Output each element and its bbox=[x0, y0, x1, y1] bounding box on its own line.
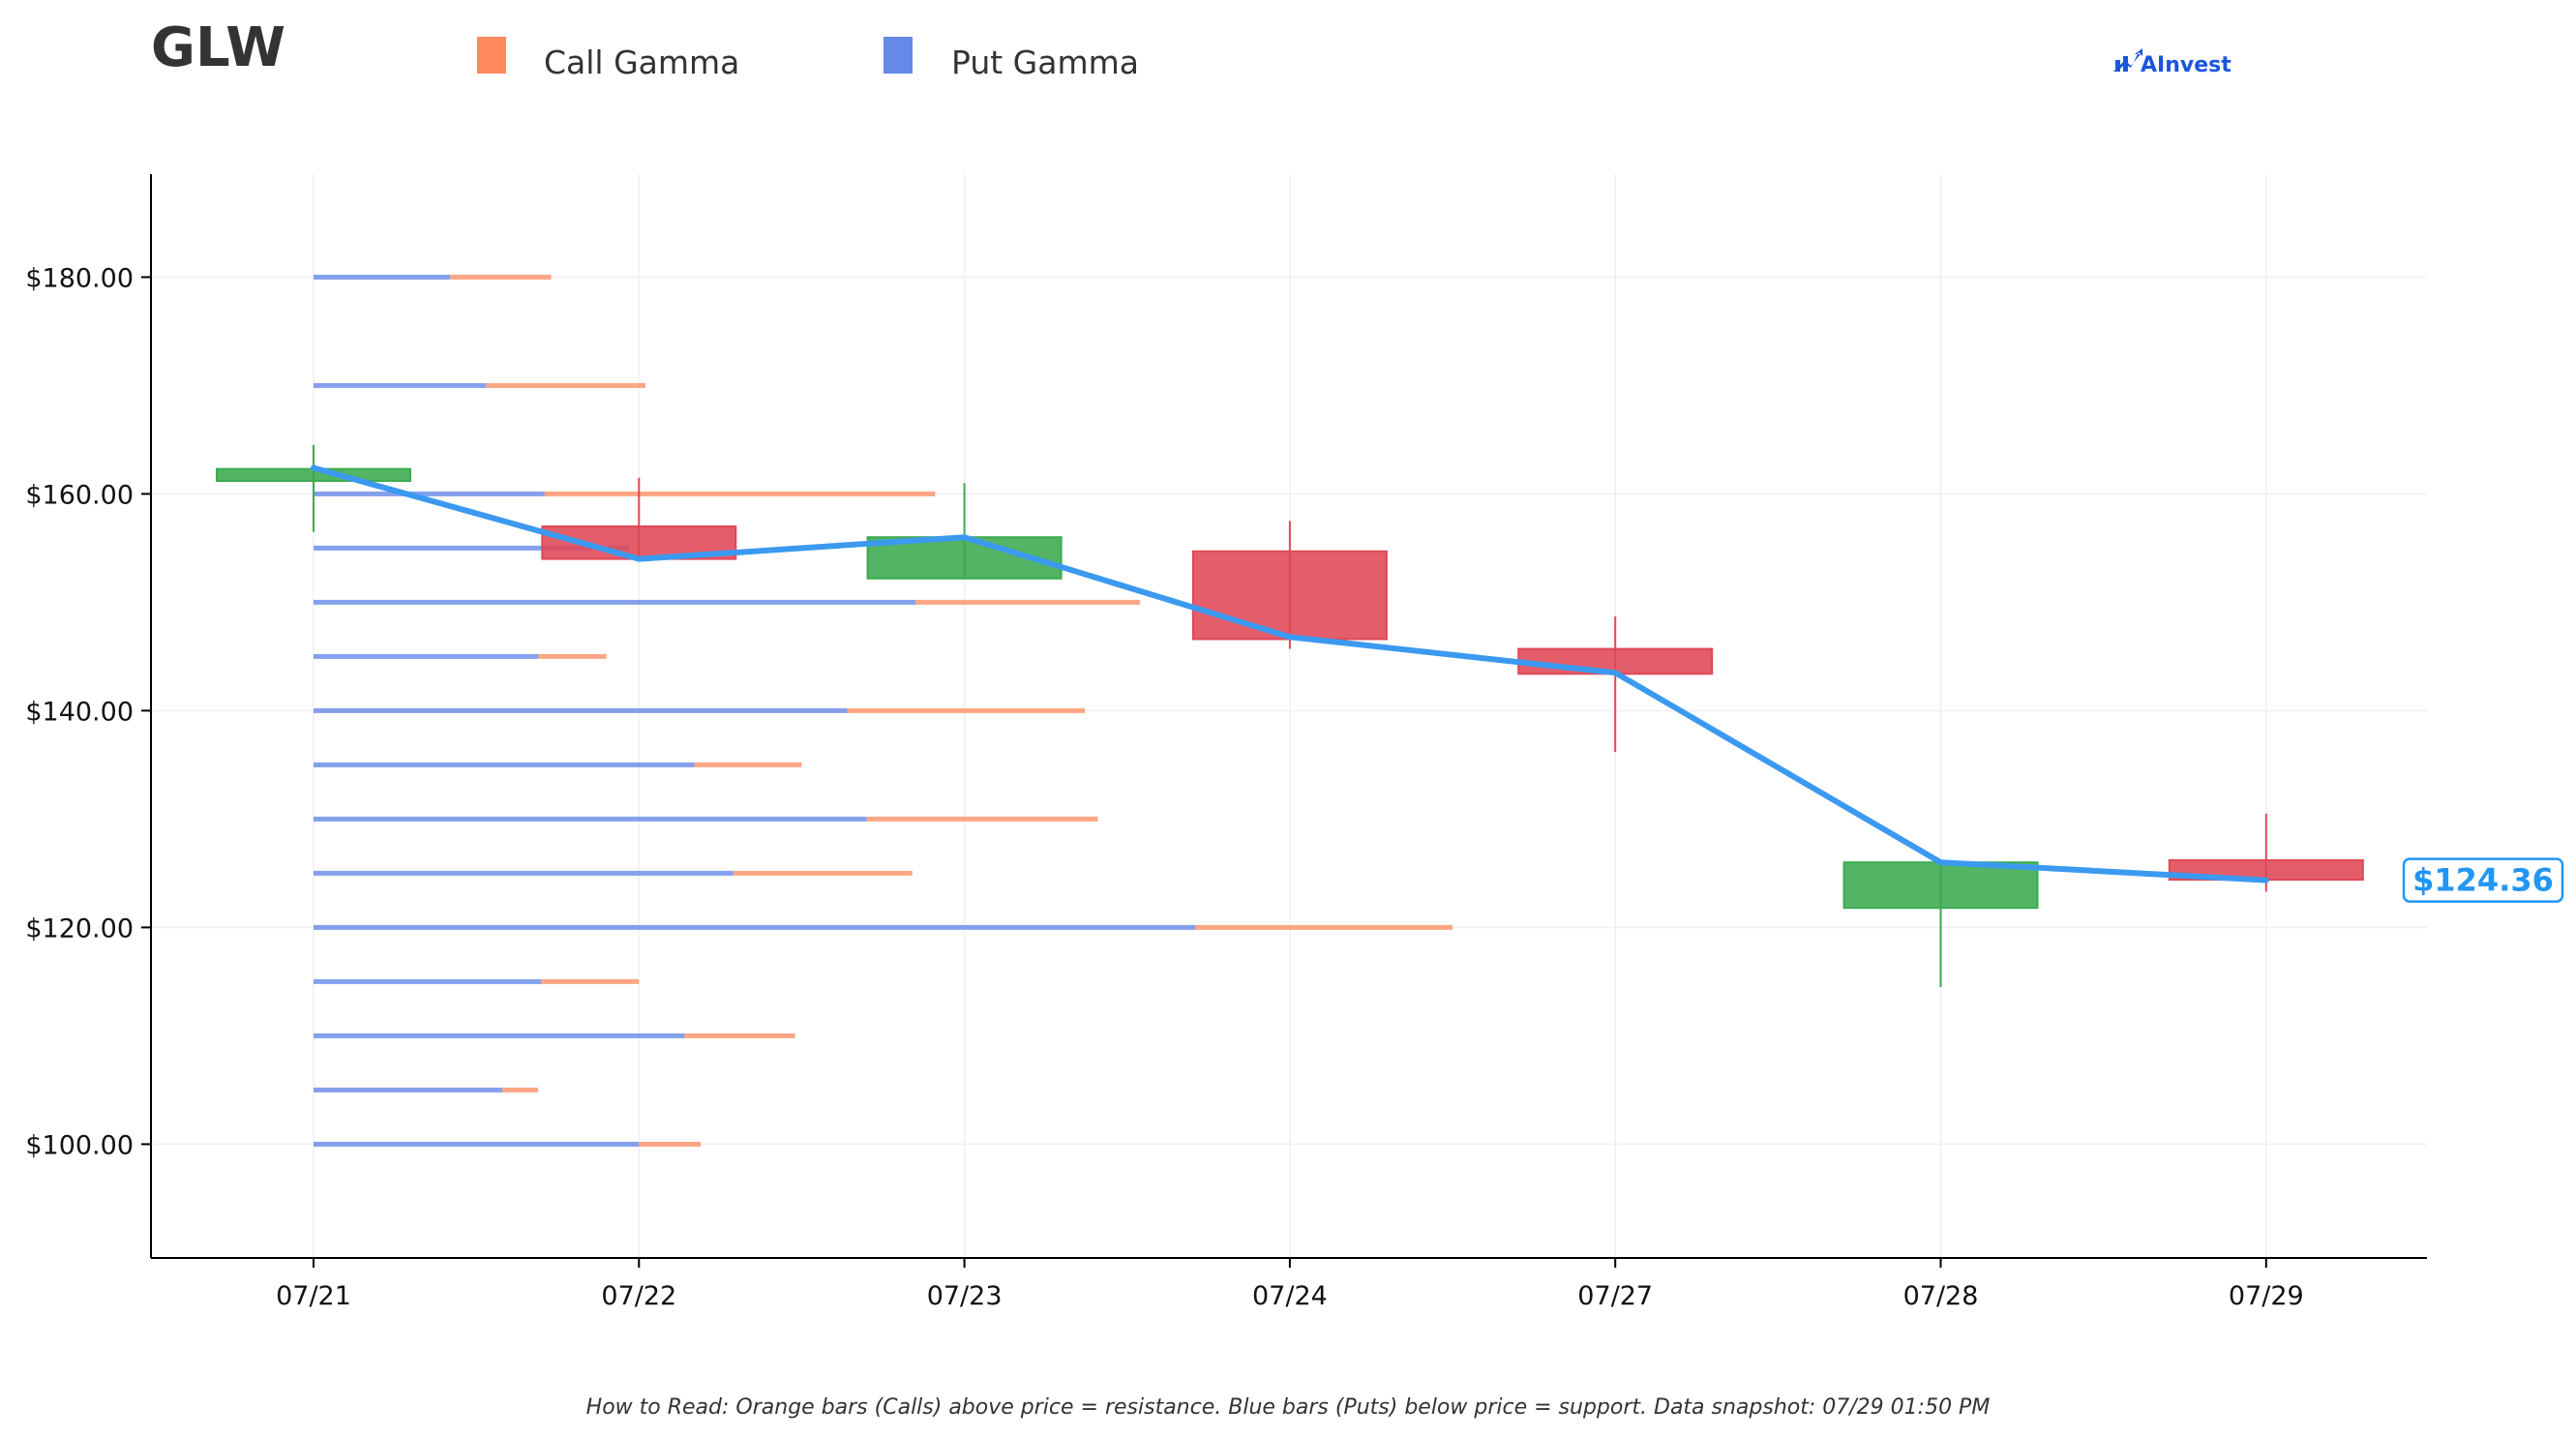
current-price-label: $124.36 bbox=[2412, 862, 2554, 899]
x-tick-label: 07/23 bbox=[927, 1281, 1003, 1311]
grid bbox=[151, 174, 2427, 1258]
y-tick-label: $180.00 bbox=[25, 263, 134, 293]
put-gamma-bar bbox=[314, 599, 916, 605]
candle-body bbox=[1842, 861, 2039, 910]
call-gamma-bar bbox=[541, 978, 640, 984]
gamma-bars bbox=[314, 274, 1453, 1147]
axes: $100.00 $120.00 $140.00 $160.00 $180.00 07/21… bbox=[25, 174, 2427, 1311]
legend-label-call: Call Gamma bbox=[544, 44, 739, 81]
current-price-box bbox=[2402, 857, 2564, 903]
legend-swatch-call bbox=[477, 37, 506, 74]
y-tick-label: $100.00 bbox=[25, 1130, 134, 1160]
put-gamma-bar bbox=[314, 707, 848, 713]
x-tick-label: 07/28 bbox=[1903, 1281, 1979, 1311]
put-gamma-bar bbox=[314, 545, 630, 551]
call-gamma-bar bbox=[450, 274, 552, 280]
legend-swatch-put bbox=[884, 37, 913, 74]
legend-label-put: Put Gamma bbox=[951, 44, 1139, 81]
call-gamma-bar bbox=[486, 382, 646, 388]
put-gamma-bar bbox=[314, 491, 545, 496]
footnote: How to Read: Orange bars (Calls) above p… bbox=[586, 1395, 1991, 1420]
call-gamma-bar bbox=[684, 1033, 795, 1038]
call-gamma-bar bbox=[502, 1087, 539, 1093]
logo-bar-icon bbox=[2115, 60, 2120, 72]
call-gamma-bar bbox=[915, 599, 1141, 605]
put-gamma-bar bbox=[314, 978, 542, 984]
price-line bbox=[311, 464, 2269, 883]
current-price-badge: $124.36 bbox=[2402, 857, 2564, 903]
put-gamma-bar bbox=[314, 382, 487, 388]
price-line-layer bbox=[311, 464, 2269, 883]
call-gamma-bar bbox=[733, 870, 913, 876]
x-tick-label: 07/29 bbox=[2229, 1281, 2304, 1311]
call-gamma-bar bbox=[866, 816, 1098, 822]
x-tick-label: 07/21 bbox=[276, 1281, 351, 1311]
x-tick-label: 07/24 bbox=[1252, 1281, 1328, 1311]
put-gamma-bar bbox=[314, 274, 451, 280]
candle-body bbox=[1517, 647, 1714, 675]
y-tick-label: $140.00 bbox=[25, 697, 134, 727]
ainvest-logo-icon bbox=[2113, 48, 2142, 72]
put-gamma-bar bbox=[314, 1087, 503, 1093]
candle-body bbox=[1191, 550, 1388, 641]
put-gamma-bar bbox=[314, 816, 867, 822]
call-gamma-bar bbox=[1195, 924, 1453, 930]
x-tick-label: 07/27 bbox=[1577, 1281, 1653, 1311]
brand-logo: AInvest bbox=[2113, 48, 2232, 77]
ticker-title: GLW bbox=[151, 16, 285, 79]
put-gamma-bar bbox=[314, 870, 734, 876]
call-gamma-bar bbox=[694, 762, 802, 767]
put-gamma-bar bbox=[314, 924, 1196, 930]
put-gamma-bar bbox=[314, 1033, 685, 1038]
legend: Call Gamma Put Gamma bbox=[477, 37, 1139, 81]
call-gamma-bar bbox=[544, 491, 936, 496]
brand-name: AInvest bbox=[2141, 53, 2232, 77]
y-tick-label: $120.00 bbox=[25, 913, 134, 943]
call-gamma-bar bbox=[538, 653, 607, 659]
y-tick-label: $160.00 bbox=[25, 480, 134, 510]
put-gamma-bar bbox=[314, 762, 695, 767]
put-gamma-bar bbox=[314, 1141, 640, 1147]
put-gamma-bar bbox=[314, 653, 539, 659]
call-gamma-bar bbox=[639, 1141, 702, 1147]
call-gamma-bar bbox=[847, 707, 1086, 713]
x-tick-label: 07/22 bbox=[601, 1281, 676, 1311]
logo-bar-icon bbox=[2123, 56, 2128, 72]
